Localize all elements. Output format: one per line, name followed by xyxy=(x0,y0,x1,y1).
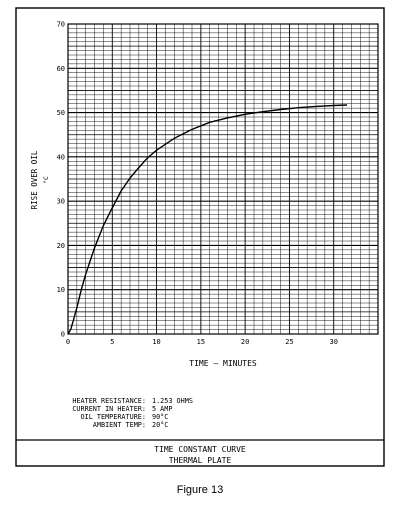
y-tick-label: 30 xyxy=(57,198,65,206)
y-tick-label: 0 xyxy=(61,331,65,339)
spec-label: AMBIENT TEMP: xyxy=(93,421,146,429)
x-tick-label: 20 xyxy=(241,338,249,346)
x-tick-label: 30 xyxy=(329,338,337,346)
figure-caption: Figure 13 xyxy=(177,484,223,496)
y-tick-label: 10 xyxy=(57,286,65,294)
plot-border xyxy=(67,23,379,335)
y-tick-label: 70 xyxy=(57,21,65,29)
x-tick-label: 15 xyxy=(197,338,205,346)
x-tick-label: 0 xyxy=(66,338,70,346)
y-axis-label: RISE OVER OIL xyxy=(30,150,39,209)
title-line-1: TIME CONSTANT CURVE xyxy=(154,445,246,454)
y-axis-ticks: 0 10 20 30 40 50 60 70 xyxy=(57,21,65,339)
y-tick-label: 50 xyxy=(57,109,65,117)
x-axis-label: TIME — MINUTES xyxy=(189,359,257,368)
spec-value: 5 AMP xyxy=(152,405,172,413)
y-tick-label: 40 xyxy=(57,153,65,161)
spec-label: OIL TEMPERATURE: xyxy=(81,413,146,421)
plot-area: 0 10 20 30 40 50 60 70 0 5 10 15 20 25 30 xyxy=(57,21,379,346)
x-tick-label: 10 xyxy=(152,338,160,346)
spec-value: 1.253 OHMS xyxy=(152,397,193,405)
specs-block: HEATER RESISTANCE: 1.253 OHMS CURRENT IN… xyxy=(72,397,193,429)
grid xyxy=(68,24,378,334)
spec-value: 20°C xyxy=(152,421,168,429)
y-tick-label: 20 xyxy=(57,242,65,250)
y-tick-label: 60 xyxy=(57,65,65,73)
series-line xyxy=(67,104,348,335)
x-axis-ticks: 0 5 10 15 20 25 30 xyxy=(66,338,338,346)
x-tick-label: 5 xyxy=(110,338,114,346)
spec-label: HEATER RESISTANCE: xyxy=(72,397,146,405)
title-line-2: THERMAL PLATE xyxy=(169,456,232,465)
spec-label: CURRENT IN HEATER: xyxy=(72,405,146,413)
x-tick-label: 25 xyxy=(285,338,293,346)
y-axis-unit: °C xyxy=(42,176,50,184)
spec-value: 90°C xyxy=(152,413,168,421)
